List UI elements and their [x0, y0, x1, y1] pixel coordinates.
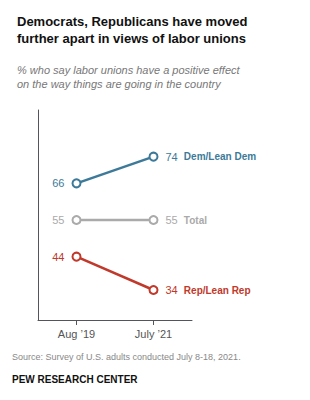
svg-text:on the way things are going in: on the way things are going in the count… [17, 78, 222, 90]
svg-text:44: 44 [52, 251, 64, 263]
svg-text:Dem/Lean Dem: Dem/Lean Dem [184, 151, 256, 162]
svg-text:55: 55 [166, 214, 178, 226]
svg-text:Rep/Lean Rep: Rep/Lean Rep [184, 285, 251, 296]
svg-text:July ’21: July ’21 [135, 328, 172, 340]
svg-text:further apart in views of labo: further apart in views of labor unions [17, 31, 246, 46]
svg-text:34: 34 [166, 284, 178, 296]
svg-text:55: 55 [52, 214, 64, 226]
svg-text:Democrats, Republicans have mo: Democrats, Republicans have moved [17, 14, 248, 29]
svg-text:Aug ’19: Aug ’19 [58, 328, 95, 340]
svg-text:74: 74 [166, 151, 178, 163]
svg-text:66: 66 [52, 177, 64, 189]
svg-text:Source: Survey of U.S. adults: Source: Survey of U.S. adults conducted … [12, 352, 241, 362]
svg-text:% who say labor unions have a: % who say labor unions have a positive e… [17, 64, 241, 76]
svg-text:PEW RESEARCH CENTER: PEW RESEARCH CENTER [12, 374, 138, 385]
svg-text:Total: Total [184, 215, 207, 226]
